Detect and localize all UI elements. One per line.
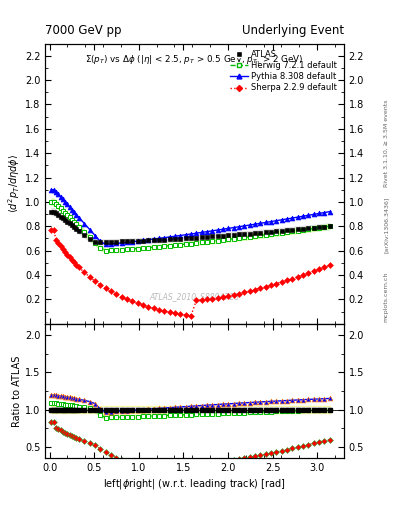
Y-axis label: Ratio to ATLAS: Ratio to ATLAS — [12, 355, 22, 426]
Text: Underlying Event: Underlying Event — [242, 24, 344, 37]
Text: 7000 GeV pp: 7000 GeV pp — [45, 24, 122, 37]
Y-axis label: $\langle d^2 p_T/d\eta d\phi\rangle$: $\langle d^2 p_T/d\eta d\phi\rangle$ — [6, 154, 22, 214]
X-axis label: left$|\phi$right$|$ (w.r.t. leading track) [rad]: left$|\phi$right$|$ (w.r.t. leading trac… — [103, 477, 286, 492]
Text: Rivet 3.1.10, ≥ 3.5M events: Rivet 3.1.10, ≥ 3.5M events — [384, 100, 388, 187]
Text: mcplots.cern.ch: mcplots.cern.ch — [384, 272, 388, 322]
Text: $\Sigma(p_T)$ vs $\Delta\phi$ ($|\eta|$ < 2.5, $p_T$ > 0.5 GeV, $p_{T_1}$ > 2 Ge: $\Sigma(p_T)$ vs $\Delta\phi$ ($|\eta|$ … — [85, 53, 304, 67]
Legend: ATLAS, Herwig 7.2.1 default, Pythia 8.308 default, Sherpa 2.2.9 default: ATLAS, Herwig 7.2.1 default, Pythia 8.30… — [227, 48, 340, 95]
Text: ATLAS_2010_S8894728: ATLAS_2010_S8894728 — [149, 292, 240, 302]
Text: [arXiv:1306.3436]: [arXiv:1306.3436] — [384, 197, 388, 253]
